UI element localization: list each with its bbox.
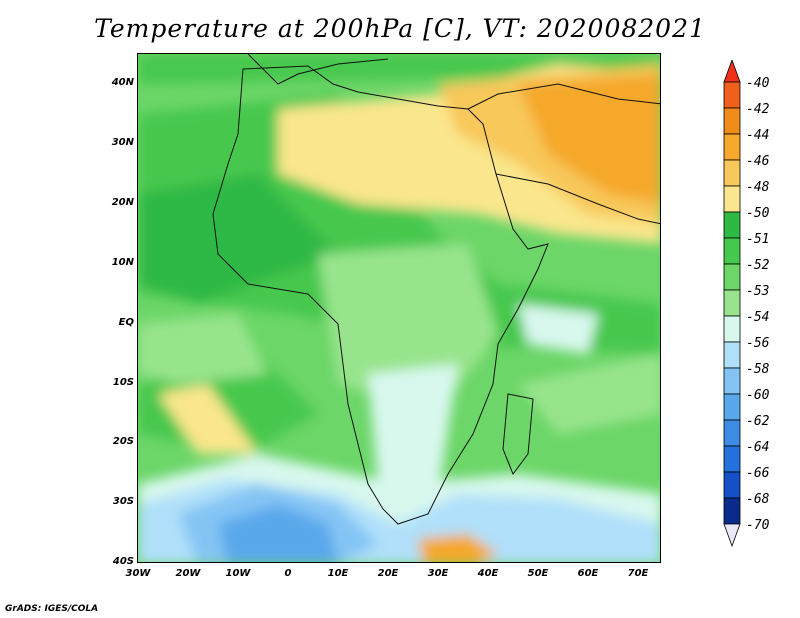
lon-label: 20E [377, 568, 399, 579]
colorbar-box [723, 185, 741, 213]
lat-label: 30N [111, 137, 134, 148]
lon-label: 0 [284, 568, 292, 579]
lon-label: 20W [175, 568, 201, 579]
colorbar-box [723, 315, 741, 343]
colorbar-label: -70 [746, 518, 770, 533]
temperature-field [138, 54, 660, 562]
colorbar-box [723, 445, 741, 473]
lat-label: 30S [112, 496, 134, 507]
colorbar-bottom-arrow [723, 523, 741, 548]
lat-label: 10S [112, 377, 134, 388]
colorbar-box [723, 159, 741, 187]
lat-label: EQ [118, 317, 134, 328]
lat-label: 40S [112, 556, 134, 567]
colorbar-label: -40 [746, 76, 770, 91]
lon-label: 40E [477, 568, 499, 579]
lon-label: 10W [225, 568, 251, 579]
lon-label: 10E [327, 568, 349, 579]
lon-label: 30W [125, 568, 151, 579]
colorbar-label: -58 [746, 362, 770, 377]
colorbar-box [723, 81, 741, 109]
colorbar-label: -60 [746, 388, 770, 403]
colorbar-label: -66 [746, 466, 770, 481]
colorbar-box [723, 341, 741, 369]
colorbar-label: -56 [746, 336, 770, 351]
map-title: Temperature at 200hPa [C], VT: 202008202… [94, 14, 706, 43]
lon-label: 30E [427, 568, 449, 579]
colorbar-box [723, 367, 741, 395]
colorbar-box [723, 393, 741, 421]
colorbar-label: -64 [746, 440, 770, 455]
colorbar-box [723, 133, 741, 161]
colorbar [723, 60, 741, 548]
lat-label: 20N [111, 197, 134, 208]
credit-text: GrADS: IGES/COLA [5, 604, 99, 614]
lon-label: 50E [527, 568, 549, 579]
lon-label: 70E [627, 568, 649, 579]
colorbar-label: -68 [746, 492, 770, 507]
colorbar-top-arrow [723, 60, 741, 83]
colorbar-box [723, 263, 741, 291]
colorbar-box [723, 419, 741, 447]
colorbar-label: -48 [746, 180, 770, 195]
colorbar-box [723, 289, 741, 317]
colorbar-box [723, 471, 741, 499]
map-area [137, 53, 661, 563]
colorbar-label: -46 [746, 154, 770, 169]
colorbar-label: -44 [746, 128, 770, 143]
lat-label: 20S [112, 436, 134, 447]
coastlines [212, 54, 660, 525]
lon-label: 60E [577, 568, 599, 579]
colorbar-label: -62 [746, 414, 770, 429]
lat-label: 10N [111, 257, 134, 268]
colorbar-box [723, 211, 741, 239]
colorbar-label: -51 [746, 232, 770, 247]
colorbar-label: -52 [746, 258, 770, 273]
colorbar-label: -54 [746, 310, 770, 325]
colorbar-label: -53 [746, 284, 770, 299]
colorbar-box [723, 237, 741, 265]
colorbar-label: -42 [746, 102, 770, 117]
lat-label: 40N [111, 77, 134, 88]
colorbar-label: -50 [746, 206, 770, 221]
colorbar-box [723, 497, 741, 525]
colorbar-box [723, 107, 741, 135]
